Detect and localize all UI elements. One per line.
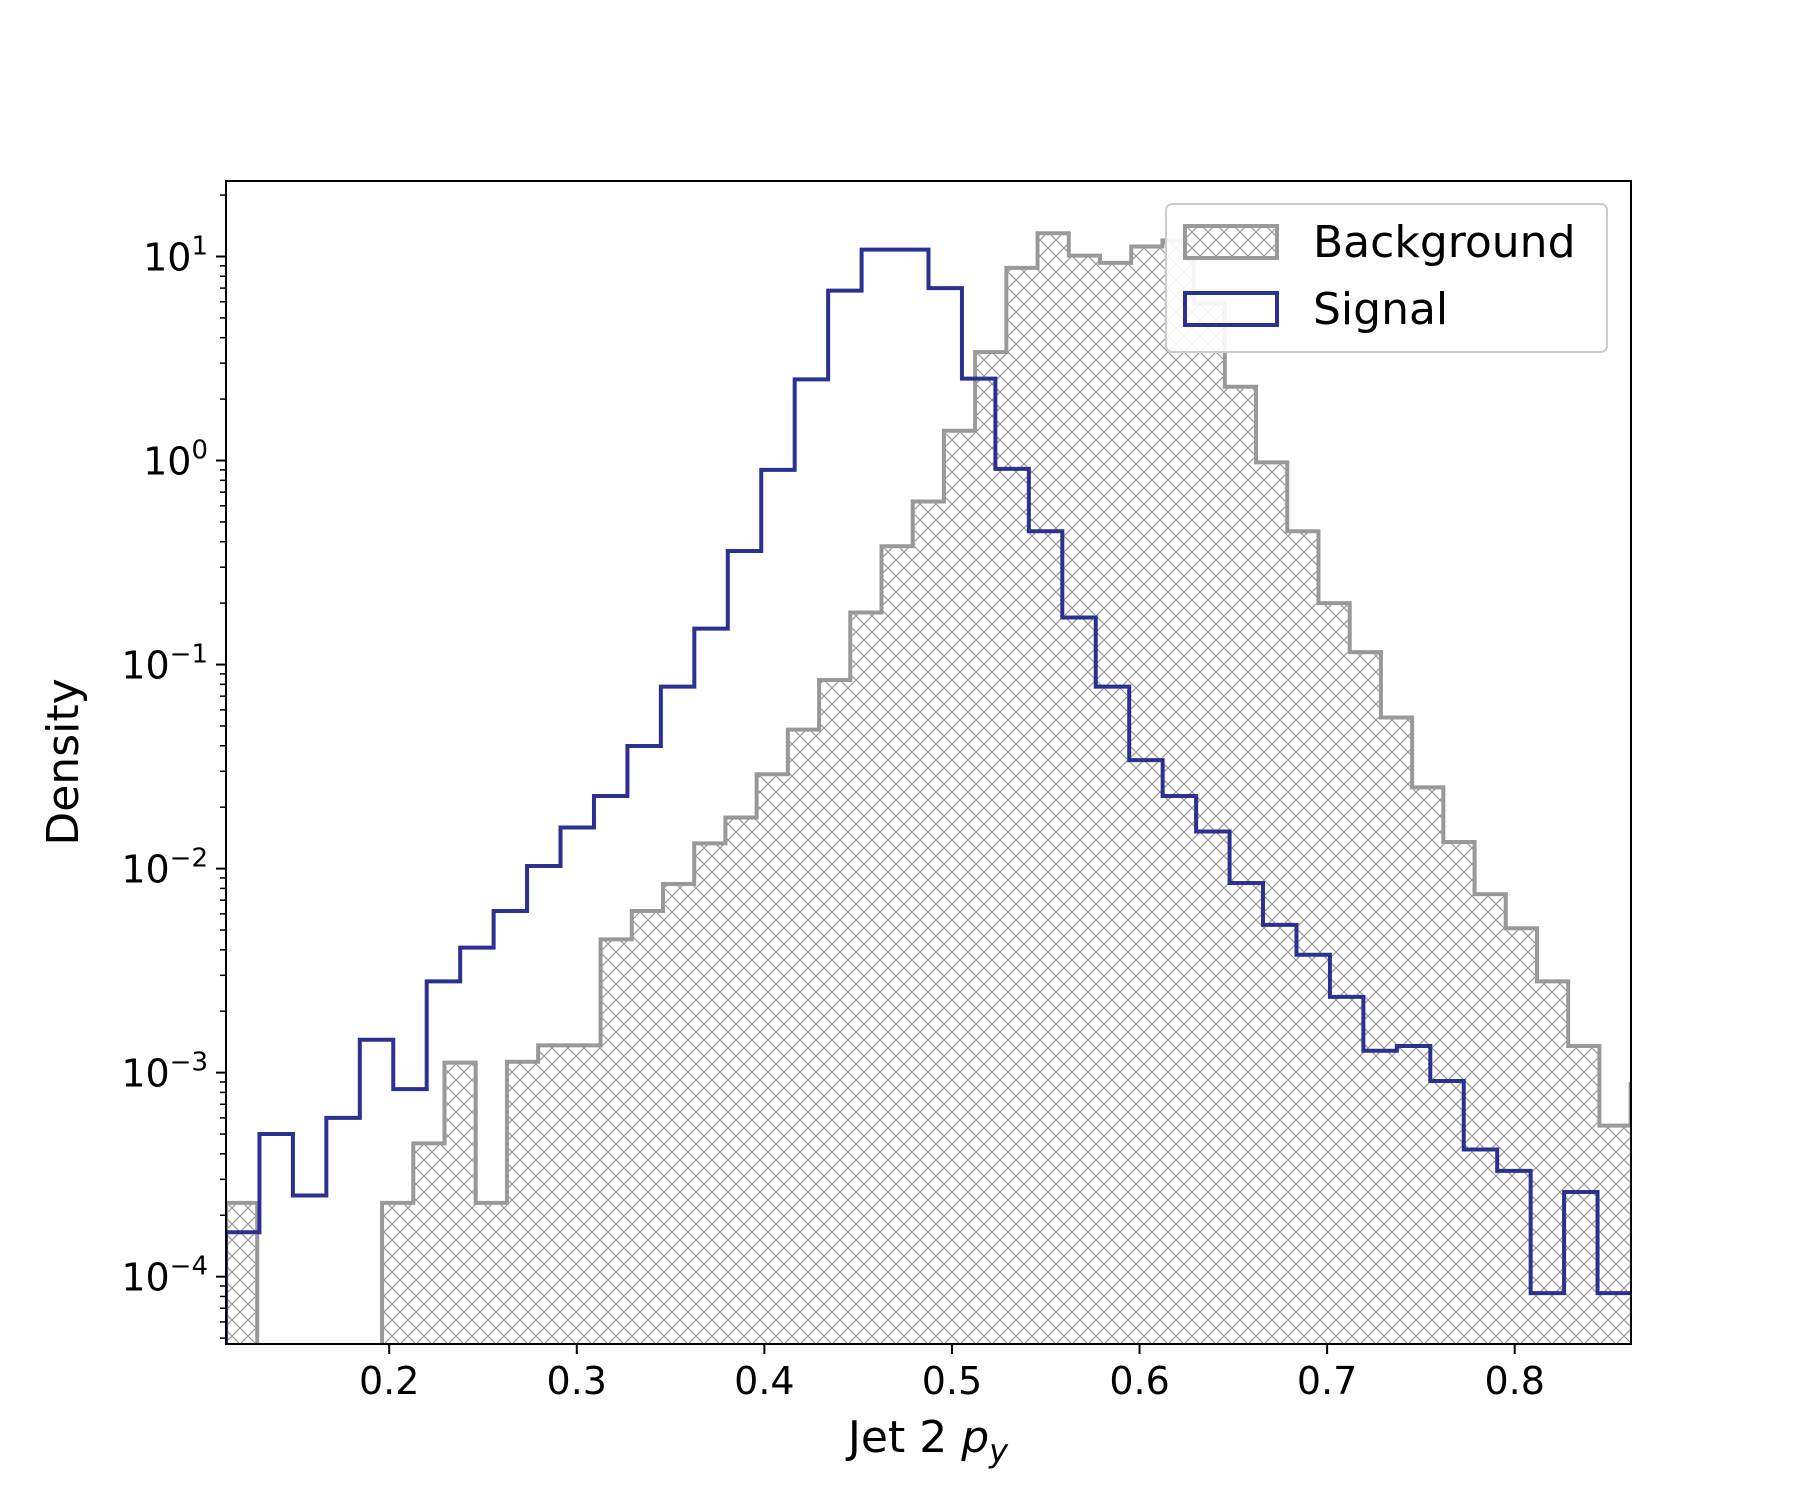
background-bar — [631, 910, 663, 1344]
y-tick-label: 10−3 — [121, 1048, 208, 1096]
x-tick-label: 0.7 — [1297, 1359, 1357, 1403]
legend-label-background: Background — [1313, 217, 1576, 268]
background-bar — [912, 501, 944, 1344]
background-bar — [1568, 1046, 1600, 1344]
background-bar — [787, 729, 820, 1344]
background-bar — [1599, 1125, 1631, 1344]
background-bar — [1256, 462, 1288, 1344]
background-bar — [1505, 928, 1537, 1344]
x-tick-label: 0.4 — [734, 1359, 794, 1403]
legend-label-signal: Signal — [1313, 284, 1448, 335]
background-bar — [382, 1202, 414, 1344]
background-bar — [1193, 303, 1225, 1344]
background-bar — [1724, 1126, 1755, 1364]
background-bar — [756, 774, 788, 1344]
background-series — [226, 231, 1755, 1364]
background-bar — [1443, 842, 1475, 1344]
background-bar — [1693, 1145, 1724, 1364]
background-bar — [819, 680, 851, 1344]
background-bar — [662, 884, 695, 1344]
background-bar — [1536, 981, 1569, 1344]
background-bar — [1099, 262, 1132, 1344]
legend-swatch-signal — [1183, 291, 1279, 327]
y-tick-label: 10−1 — [121, 640, 208, 688]
background-bar — [1474, 894, 1506, 1344]
background-bar — [1287, 531, 1319, 1344]
legend: Background Signal — [1165, 203, 1608, 353]
y-axis-title: Density — [38, 678, 89, 845]
background-bar — [506, 1061, 539, 1344]
background-bar — [1318, 603, 1350, 1344]
legend-swatch-background — [1183, 224, 1279, 260]
y-tick-label: 10−2 — [121, 844, 208, 892]
background-bar — [850, 612, 882, 1344]
y-tick-label: 101 — [143, 231, 208, 279]
background-bar — [1131, 246, 1163, 1344]
background-bar — [1037, 233, 1069, 1344]
x-axis-ticks: 0.2 0.3 0.4 0.5 0.6 0.7 0.8 — [359, 1344, 1545, 1403]
signal-step-line — [226, 247, 1631, 1344]
background-bar — [444, 1062, 476, 1344]
signal-series — [226, 247, 1631, 1344]
background-bar — [694, 843, 726, 1344]
x-tick-label: 0.5 — [922, 1359, 982, 1403]
background-bar — [475, 1202, 507, 1344]
background-bar — [538, 1045, 570, 1344]
background-bar — [1162, 240, 1194, 1344]
background-bar — [1412, 787, 1444, 1344]
background-bar — [943, 430, 976, 1344]
background-bar — [975, 352, 1007, 1344]
background-outline — [226, 231, 1631, 1344]
background-bar — [1630, 1083, 1631, 1344]
background-bar — [1662, 1107, 1693, 1364]
background-bar — [1380, 717, 1413, 1344]
background-bar — [226, 1202, 258, 1344]
x-tick-label: 0.8 — [1484, 1359, 1544, 1403]
background-bar — [600, 939, 632, 1344]
y-tick-label: 10−4 — [121, 1252, 208, 1300]
plot-frame — [225, 180, 1632, 1345]
x-axis-title: Jet 2 py — [845, 1412, 1009, 1470]
background-bar — [569, 1045, 601, 1344]
x-tick-label: 0.3 — [547, 1359, 607, 1403]
y-tick-label: 100 — [143, 436, 208, 484]
background-bar — [881, 546, 913, 1344]
background-bar — [725, 817, 757, 1344]
y-axis-ticks: 101 100 10−1 10−2 10−3 10−4 — [121, 194, 226, 1339]
background-bar — [1068, 255, 1100, 1344]
background-bar — [1006, 267, 1038, 1344]
x-tick-label: 0.6 — [1109, 1359, 1169, 1403]
x-tick-label: 0.2 — [359, 1359, 419, 1403]
background-bar — [413, 1143, 445, 1344]
